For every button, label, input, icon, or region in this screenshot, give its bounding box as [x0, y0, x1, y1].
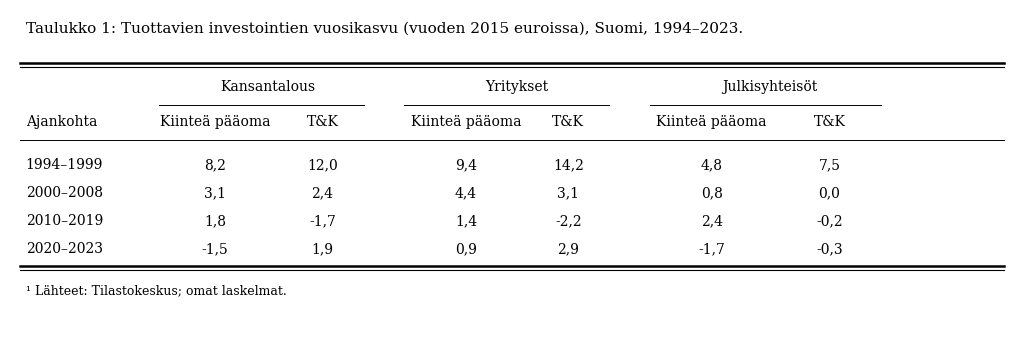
Text: 2,9: 2,9 [557, 242, 580, 256]
Text: -0,3: -0,3 [816, 242, 843, 256]
Text: Kiinteä pääoma: Kiinteä pääoma [411, 115, 521, 129]
Text: T&K: T&K [306, 115, 339, 129]
Text: Julkisyhteisöt: Julkisyhteisöt [722, 80, 818, 94]
Text: 0,0: 0,0 [818, 186, 841, 200]
Text: 12,0: 12,0 [307, 158, 338, 172]
Text: ¹ Lähteet: Tilastokeskus; omat laskelmat.: ¹ Lähteet: Tilastokeskus; omat laskelmat… [26, 284, 287, 297]
Text: T&K: T&K [552, 115, 585, 129]
Text: 2010–2019: 2010–2019 [26, 214, 102, 228]
Text: 4,4: 4,4 [455, 186, 477, 200]
Text: -0,2: -0,2 [816, 214, 843, 228]
Text: Kiinteä pääoma: Kiinteä pääoma [160, 115, 270, 129]
Text: 3,1: 3,1 [557, 186, 580, 200]
Text: -1,7: -1,7 [309, 214, 336, 228]
Text: Kiinteä pääoma: Kiinteä pääoma [656, 115, 767, 129]
Text: Taulukko 1: Tuottavien investointien vuosikasvu (vuoden 2015 euroissa), Suomi, 1: Taulukko 1: Tuottavien investointien vuo… [26, 22, 743, 36]
Text: 8,2: 8,2 [204, 158, 226, 172]
Text: 2,4: 2,4 [700, 214, 723, 228]
Text: Kansantalous: Kansantalous [221, 80, 315, 94]
Text: Yritykset: Yritykset [485, 80, 549, 94]
Text: Ajankohta: Ajankohta [26, 115, 97, 129]
Text: 14,2: 14,2 [553, 158, 584, 172]
Text: 1,9: 1,9 [311, 242, 334, 256]
Text: 0,9: 0,9 [455, 242, 477, 256]
Text: 1994–1999: 1994–1999 [26, 158, 103, 172]
Text: 1,4: 1,4 [455, 214, 477, 228]
Text: 2000–2008: 2000–2008 [26, 186, 102, 200]
Text: 3,1: 3,1 [204, 186, 226, 200]
Text: 7,5: 7,5 [818, 158, 841, 172]
Text: 1,8: 1,8 [204, 214, 226, 228]
Text: 2,4: 2,4 [311, 186, 334, 200]
Text: 2020–2023: 2020–2023 [26, 242, 102, 256]
Text: 9,4: 9,4 [455, 158, 477, 172]
Text: -2,2: -2,2 [555, 214, 582, 228]
Text: T&K: T&K [813, 115, 846, 129]
Text: -1,7: -1,7 [698, 242, 725, 256]
Text: 4,8: 4,8 [700, 158, 723, 172]
Text: 0,8: 0,8 [700, 186, 723, 200]
Text: -1,5: -1,5 [202, 242, 228, 256]
